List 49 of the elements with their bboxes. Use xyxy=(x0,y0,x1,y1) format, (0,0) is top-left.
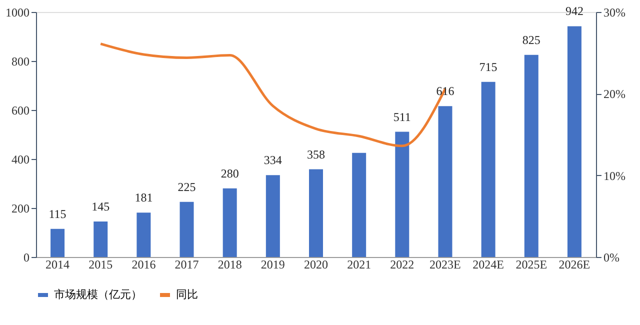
x-tick-label: 2017 xyxy=(174,258,199,272)
bar xyxy=(180,202,194,257)
x-tick-label: 2016 xyxy=(132,258,156,272)
y-tick-label: 800 xyxy=(12,54,30,68)
data-label: 181 xyxy=(134,190,153,205)
bar xyxy=(395,132,410,257)
x-tick-label: 2026E xyxy=(558,258,590,272)
y2-tick-label: 30% xyxy=(604,6,626,20)
data-label: 825 xyxy=(522,32,540,47)
bar xyxy=(309,169,323,257)
y2-tick-label: 0% xyxy=(604,250,620,264)
data-label: 334 xyxy=(264,153,282,168)
x-tick-label: 2022 xyxy=(390,258,414,272)
y-tick-label: 1000 xyxy=(6,6,30,20)
data-label: 358 xyxy=(307,147,325,162)
data-label: 145 xyxy=(92,199,110,214)
x-tick-label: 2021 xyxy=(347,258,372,272)
y2-tick-label: 20% xyxy=(604,87,626,102)
bar xyxy=(524,54,538,257)
data-label: 280 xyxy=(220,166,239,180)
bar xyxy=(438,106,452,257)
legend-label: 同比 xyxy=(176,288,198,301)
x-tick-label: 2015 xyxy=(88,258,113,272)
bar xyxy=(50,228,65,257)
y-tick-label: 0 xyxy=(24,250,30,264)
bar xyxy=(136,212,151,257)
x-tick-label: 2018 xyxy=(218,258,242,272)
y2-tick-label: 10% xyxy=(604,168,626,183)
x-tick-label: 2014 xyxy=(46,258,70,272)
bar xyxy=(222,188,237,257)
x-tick-label: 2024E xyxy=(472,258,504,272)
legend-label: 市场规模（亿元） xyxy=(54,288,142,301)
data-label: 942 xyxy=(565,4,584,18)
bar xyxy=(352,152,366,257)
y-tick-label: 400 xyxy=(12,152,30,166)
data-label: 225 xyxy=(178,180,196,194)
data-label: 511 xyxy=(393,110,411,124)
data-label: 715 xyxy=(479,60,498,74)
x-tick-label: 2019 xyxy=(260,258,285,272)
x-tick-label: 2023E xyxy=(430,258,461,272)
bar xyxy=(266,175,280,257)
bar xyxy=(94,221,108,257)
x-tick-label: 2025E xyxy=(516,258,548,272)
y-tick-label: 600 xyxy=(12,104,30,118)
data-label: 115 xyxy=(48,206,66,221)
bar xyxy=(567,26,582,257)
y-tick-label: 200 xyxy=(12,202,30,216)
bar xyxy=(481,82,496,257)
x-tick-label: 2020 xyxy=(304,258,328,272)
